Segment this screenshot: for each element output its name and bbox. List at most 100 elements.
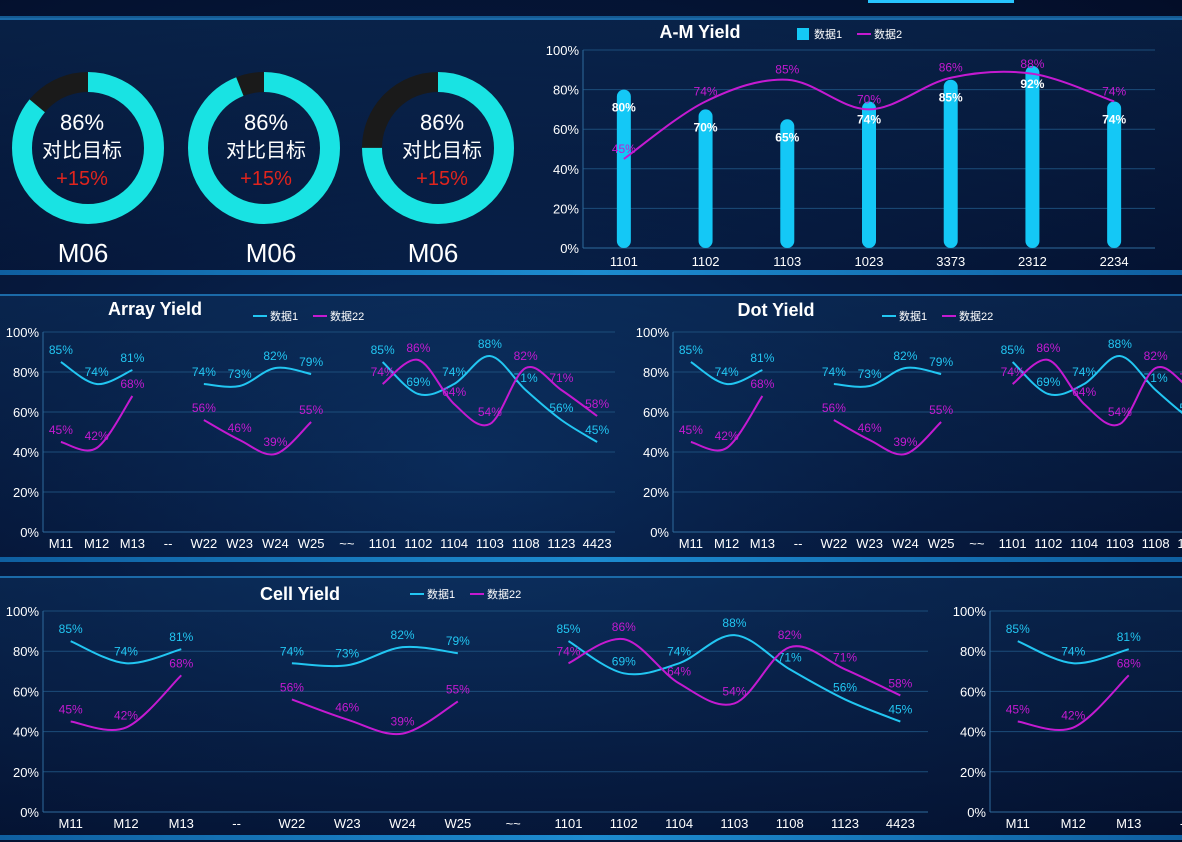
data-label: 88%	[722, 616, 746, 630]
x-tick-label: W23	[856, 536, 883, 551]
x-tick-label: 1104	[1070, 536, 1098, 551]
data-label: 85%	[1006, 622, 1030, 636]
dot-yield-chart: Dot Yield 数据1 数据22 0% 20% 40% 60% 80% 100% M11 M12…	[636, 300, 1182, 551]
data-label: 39%	[893, 435, 917, 449]
y-tick-label: 0%	[560, 241, 579, 256]
bar	[943, 79, 958, 248]
gauge-percent: 86%	[60, 110, 104, 135]
series-line	[203, 366, 312, 388]
x-tick-label: 1102	[692, 254, 720, 269]
row2-bottom-bar	[0, 557, 1182, 562]
y-tick-label: 20%	[13, 485, 39, 500]
data-label: 64%	[667, 664, 691, 678]
x-tick-label: 1103	[773, 254, 801, 269]
x-tick-label: 1108	[1142, 536, 1170, 551]
data-label: 74%	[1072, 365, 1096, 379]
legend-label: 数据22	[959, 309, 993, 323]
x-tick-label: M13	[750, 536, 775, 551]
y-tick-label: 100%	[6, 604, 40, 619]
y-tick-label: 100%	[546, 43, 580, 58]
x-tick-label: 1103	[1106, 536, 1134, 551]
data-label: 46%	[228, 421, 252, 435]
x-tick-label: W24	[892, 536, 919, 551]
legend-label: 数据1	[899, 309, 927, 323]
data-label: 81%	[169, 630, 193, 644]
data-label: 88%	[1108, 337, 1132, 351]
x-tick-label: M12	[1061, 816, 1086, 831]
gauge-delta: +15%	[56, 168, 108, 190]
series-line	[203, 419, 312, 456]
data-label: 74%	[280, 644, 304, 658]
data-label: 54%	[722, 684, 746, 698]
legend-label: 数据22	[330, 309, 364, 323]
x-tick-label: 1123	[831, 816, 859, 831]
gauge-label: 对比目标	[226, 139, 306, 162]
x-tick-label: 3373	[936, 254, 965, 269]
x-tick-label: W24	[389, 816, 416, 831]
data-label: 56%	[833, 680, 857, 694]
gauge-3-name: M06	[407, 238, 459, 268]
am-yield-chart: A-M Yield 数据1 数据2 0% 20% 40% 60% 80% 100% 1101 110…	[546, 22, 1155, 269]
x-tick-label: M13	[169, 816, 194, 831]
gauge-2-name: M06	[245, 238, 297, 268]
y-tick-label: 60%	[553, 122, 579, 137]
x-tick-label: 1123	[547, 536, 575, 551]
row1-bottom-bar	[0, 270, 1182, 275]
series-line	[623, 70, 1115, 160]
gauge-label: 对比目标	[42, 139, 122, 162]
data-label: 45%	[49, 423, 73, 437]
series-line	[1011, 355, 1182, 415]
line-data-label: 45%	[612, 142, 636, 156]
data-label: 74%	[442, 365, 466, 379]
data-label: 81%	[120, 351, 144, 365]
x-tick-label: --	[794, 536, 803, 551]
data-label: 64%	[442, 385, 466, 399]
partial-yield-chart: 0% 20% 40% 60% 80% 100% M11 M12 M13 -- 85% 74% 81% 45…	[953, 604, 1182, 831]
y-tick-label: 80%	[13, 365, 39, 380]
x-tick-label: M11	[49, 536, 73, 551]
line-data-label: 74%	[694, 84, 718, 98]
data-label: 56%	[280, 680, 304, 694]
data-label: 71%	[549, 371, 573, 385]
chart-title: Array Yield	[108, 299, 202, 319]
x-tick-label: 2234	[1100, 254, 1129, 269]
x-tick-label: W23	[334, 816, 361, 831]
gauge-delta: +15%	[416, 168, 468, 190]
data-label: 39%	[263, 435, 287, 449]
x-tick-label: 2312	[1018, 254, 1047, 269]
gauge-delta: +15%	[240, 168, 292, 190]
data-label: 82%	[263, 349, 287, 363]
x-tick-label: W24	[262, 536, 289, 551]
series-line	[60, 395, 134, 452]
y-tick-label: 40%	[13, 445, 39, 460]
y-tick-label: 20%	[960, 765, 986, 780]
row3-bottom-bar	[0, 835, 1182, 840]
x-tick-label: 1023	[855, 254, 884, 269]
x-tick-label: 1104	[440, 536, 468, 551]
x-tick-label: M11	[58, 816, 82, 831]
x-tick-label: 1108	[776, 816, 804, 831]
data-label: 74%	[822, 365, 846, 379]
y-tick-label: 60%	[13, 684, 39, 699]
data-label: 68%	[750, 377, 774, 391]
x-tick-label: --	[232, 816, 241, 831]
data-label: 82%	[1144, 349, 1168, 363]
bar	[1025, 65, 1040, 248]
data-label: 85%	[49, 343, 73, 357]
y-tick-label: 100%	[636, 325, 670, 340]
data-label: 46%	[858, 421, 882, 435]
y-tick-label: 60%	[960, 684, 986, 699]
legend-label: 数据1	[427, 587, 455, 601]
bar-data-label: 85%	[939, 91, 963, 105]
series-line	[833, 419, 942, 456]
top-divider	[0, 16, 1182, 18]
x-tick-label: M12	[84, 536, 109, 551]
data-label: 82%	[391, 628, 415, 642]
x-tick-label: --	[164, 536, 173, 551]
x-tick-label: W22	[191, 536, 218, 551]
x-tick-label: W23	[226, 536, 253, 551]
data-label: 55%	[446, 682, 470, 696]
data-label: 56%	[1179, 401, 1182, 415]
data-label: 79%	[299, 355, 323, 369]
